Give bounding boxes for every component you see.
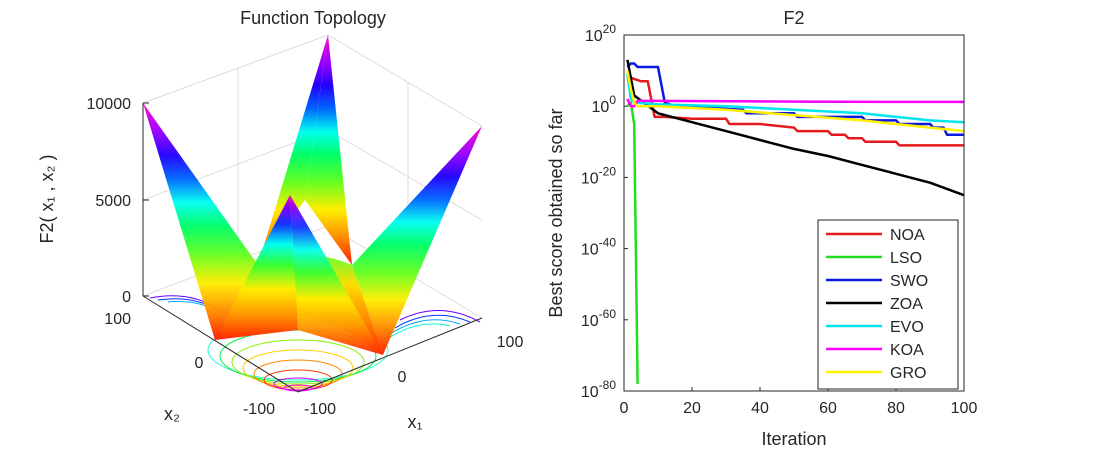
y-tick-label: 10-80 (581, 378, 616, 401)
x2-tick-100: 100 (104, 311, 131, 328)
legend-label-noa: NOA (890, 227, 925, 244)
legend-box (817, 219, 959, 390)
legend-label-evo: EVO (890, 319, 924, 336)
x-tick-label: 40 (751, 400, 769, 417)
z-tick-5000: 5000 (95, 193, 131, 210)
x-tick-label: 20 (683, 400, 701, 417)
surface-axes (142, 102, 483, 393)
x-tick-label: 100 (951, 400, 978, 417)
convergence-axes-box (623, 34, 965, 392)
x1-axis-label: x₁ (407, 412, 422, 432)
convergence-title: F2 (783, 8, 804, 28)
legend-label-lso: LSO (890, 250, 922, 267)
series-line-koa (626, 98, 964, 108)
x-tick-label: 0 (620, 400, 629, 417)
legend: NOA LSO SWO ZOA EVO KOA GRO (817, 219, 959, 390)
x2-axis-label: x₂ (164, 404, 180, 424)
y-tick-label: 10-60 (581, 307, 616, 330)
x-tick-label: 60 (819, 400, 837, 417)
series-line-gro (626, 70, 965, 133)
convergence-x-label: Iteration (761, 429, 826, 449)
surface-plot: Function Topology (37, 8, 523, 432)
z-axis-label: F2( x₁ , x₂ ) (37, 154, 57, 243)
surface-title: Function Topology (240, 8, 386, 28)
series-line-noa (626, 73, 964, 147)
legend-label-koa: KOA (890, 342, 924, 359)
y-tick-label: 10-40 (581, 236, 616, 259)
convergence-series (626, 59, 965, 384)
y-tick-label: 10-20 (581, 164, 616, 187)
legend-label-gro: GRO (890, 365, 926, 382)
x1-tick-100: 100 (497, 334, 524, 351)
convergence-y-label: Best score obtained so far (546, 108, 566, 317)
surface-mesh (143, 35, 482, 355)
series-line-evo (626, 74, 965, 124)
z-tick-10000: 10000 (87, 96, 132, 113)
convergence-ticks: 0 20 40 60 80 100 1020 100 10-20 10-40 10-60 10-80 (581, 22, 978, 417)
series-line-lso (626, 101, 639, 384)
x-tick-label: 80 (887, 400, 905, 417)
z-tick-0: 0 (122, 289, 131, 306)
series-line-zoa (626, 59, 965, 197)
x2-tick-0: 0 (195, 355, 204, 372)
convergence-plot: F2 0 20 40 60 80 100 1020 100 10-20 10-40 10-60 10-… (546, 8, 977, 449)
series-line-swo (626, 62, 964, 136)
legend-label-zoa: ZOA (890, 296, 923, 313)
x1-tick-neg100: -100 (304, 401, 336, 418)
y-tick-label: 1020 (585, 22, 616, 45)
legend-label-swo: SWO (890, 273, 928, 290)
y-tick-label: 100 (592, 93, 617, 116)
x2-tick-neg100: -100 (243, 401, 275, 418)
x1-tick-0: 0 (398, 369, 407, 386)
